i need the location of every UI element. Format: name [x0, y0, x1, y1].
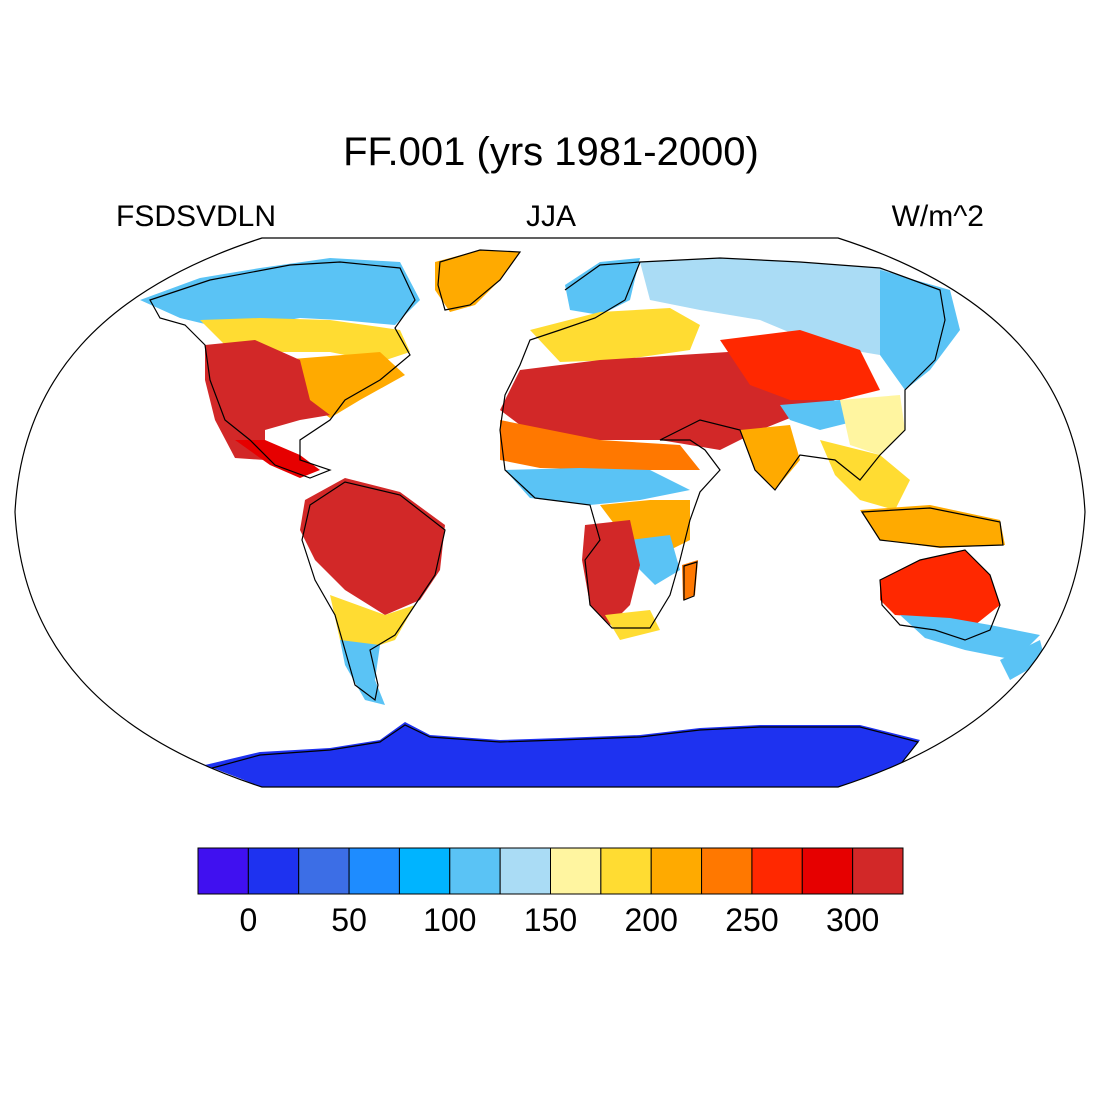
australia-region [880, 550, 1000, 625]
scandinavia-region [565, 258, 640, 315]
colorbar-box-11 [751, 847, 803, 895]
colorbar-box-9 [650, 847, 703, 895]
new-zealand-region [1000, 640, 1045, 680]
colorbar-box-3 [348, 847, 400, 895]
colorbar-box-13 [852, 847, 904, 895]
plot-title: FF.001 (yrs 1981-2000) [343, 130, 759, 174]
colorbar-box-5 [449, 847, 501, 895]
canada-interior-region [200, 318, 410, 362]
congo-region [630, 535, 680, 585]
colorbar-tick-label: 300 [825, 902, 880, 938]
colorbar-box-10 [701, 847, 753, 895]
siberia-region [640, 258, 940, 355]
colorbar-tick-label: 0 [239, 902, 258, 938]
west-north-america-region [205, 340, 330, 460]
colorbar-box-4 [398, 847, 451, 895]
india-region [740, 425, 800, 490]
mexico-region [235, 440, 320, 478]
colorbar-box-8 [600, 847, 652, 895]
colorbar-box-0 [197, 847, 249, 895]
tibet-region [780, 400, 860, 430]
canada-north-region [140, 258, 420, 330]
colorbar-box-2 [298, 847, 350, 895]
amazon-region [300, 478, 445, 615]
colorbar-tick-label: 200 [624, 902, 678, 938]
east-siberia-region [880, 270, 960, 390]
colorbar-box-6 [499, 847, 552, 895]
southeast-asia-region [820, 440, 910, 510]
sahel-region [505, 468, 690, 505]
variable-label: FSDSVDLN [116, 200, 277, 233]
globe-outline [14, 237, 1086, 788]
colorbar [197, 847, 904, 895]
north-africa-band-region [500, 420, 700, 470]
europe-region [530, 308, 700, 362]
season-label: JJA [525, 200, 576, 233]
colorbar-tick-label: 150 [523, 902, 578, 938]
colorbar-tick-label: 50 [331, 902, 367, 938]
south-africa-tip-region [605, 610, 660, 640]
southern-africa-region [582, 520, 640, 625]
units-label: W/m^2 [891, 200, 984, 233]
china-region [840, 395, 905, 455]
antarctica-region [205, 722, 920, 787]
central-asia-region [720, 330, 880, 400]
patagonia-region [340, 640, 385, 705]
colorbar-box-1 [247, 847, 300, 895]
colorbar-tick-label: 250 [725, 902, 779, 938]
greenland-region [435, 250, 520, 312]
colorbar-box-7 [550, 847, 602, 895]
colorbar-box-12 [801, 847, 854, 895]
colorbar-tick-label: 100 [423, 902, 477, 938]
coastlines [149, 249, 1004, 771]
